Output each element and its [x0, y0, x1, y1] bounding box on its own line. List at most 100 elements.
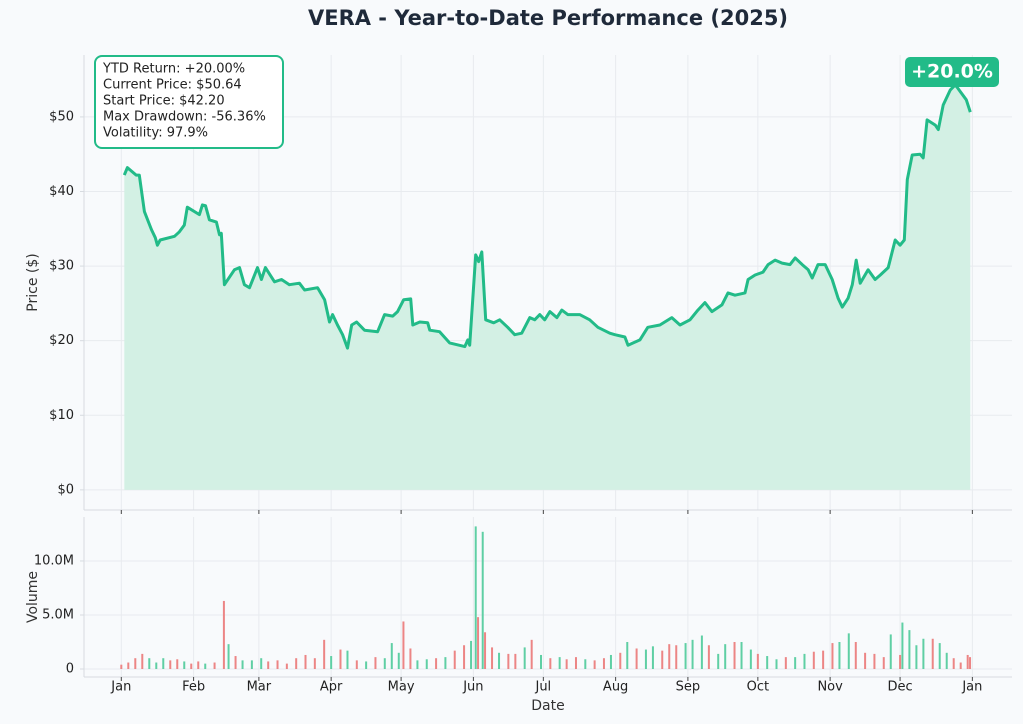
- volume-bar: [847, 633, 850, 670]
- volume-bar: [938, 643, 941, 670]
- volume-bar: [619, 652, 622, 670]
- volume-bar: [260, 658, 263, 670]
- y-tick-label: 5.0M: [42, 607, 74, 622]
- volume-bar: [549, 658, 552, 670]
- volume-bar: [931, 638, 934, 670]
- x-tick-label: Sep: [676, 680, 701, 695]
- volume-bar: [700, 635, 703, 670]
- volume-bar: [481, 531, 484, 670]
- volume-bar: [740, 641, 743, 670]
- volume-bar: [162, 658, 165, 670]
- x-tick-label: Dec: [888, 680, 913, 695]
- volume-bar: [120, 664, 123, 670]
- volume-bar: [831, 643, 834, 670]
- volume-bar: [204, 663, 207, 670]
- x-tick-label: Jul: [534, 680, 551, 695]
- volume-bar: [491, 647, 494, 670]
- badge: +20.0%: [911, 61, 993, 83]
- volume-bar: [470, 640, 473, 670]
- volume-bar: [477, 617, 480, 670]
- x-tick-label: Apr: [320, 680, 343, 695]
- volume-bar: [756, 653, 759, 670]
- x-tick-label: Jan: [961, 680, 982, 695]
- volume-bar: [453, 650, 456, 670]
- volume-bar: [285, 663, 288, 670]
- y-tick-label: $0: [57, 482, 74, 497]
- badge-bg: [905, 57, 999, 87]
- stats-line: Current Price: $50.64: [103, 78, 242, 93]
- y-tick-label: 10.0M: [34, 553, 74, 568]
- x-tick-label: May: [388, 680, 415, 695]
- stats-line: YTD Return: +20.00%: [102, 62, 245, 77]
- volume-bar: [675, 645, 678, 670]
- x-tick-label: Aug: [603, 680, 628, 695]
- stats-line: Volatility: 97.9%: [103, 126, 208, 141]
- volume-bar: [155, 662, 158, 670]
- volume-bar: [127, 662, 130, 670]
- volume-bar: [313, 658, 316, 670]
- volume-bar: [241, 660, 244, 670]
- y-tick-label: $40: [49, 184, 74, 199]
- x-tick-label: Nov: [817, 680, 843, 695]
- volume-bar: [416, 660, 419, 670]
- volume-bar: [784, 657, 787, 670]
- volume-bar: [822, 650, 825, 670]
- volume-bar: [915, 645, 918, 670]
- volume-bar: [390, 643, 393, 670]
- volume-bar: [346, 650, 349, 670]
- volume-bar: [794, 657, 797, 670]
- volume-bar: [474, 526, 477, 670]
- x-tick-label: Feb: [182, 680, 205, 695]
- volume-bar: [330, 656, 333, 670]
- volume-bar: [959, 662, 962, 670]
- volume-bar: [707, 645, 710, 670]
- stats-line: Max Drawdown: -56.36%: [103, 110, 266, 125]
- x-tick-label: Jun: [462, 680, 483, 695]
- y-tick-label: 0: [66, 662, 74, 677]
- volume-bar: [717, 653, 720, 670]
- volume-bar: [169, 660, 172, 670]
- volume-bar: [574, 657, 577, 670]
- volume-bar: [952, 658, 955, 670]
- volume-bar: [775, 659, 778, 670]
- volume-bar: [691, 639, 694, 670]
- volume-bar: [661, 650, 664, 670]
- volume-bar: [190, 663, 193, 670]
- y-tick-label: $10: [49, 408, 74, 423]
- volume-bar: [565, 659, 568, 670]
- volume-bar: [484, 632, 487, 670]
- volume-bar: [854, 641, 857, 670]
- volume-bar: [355, 660, 358, 670]
- volume-bar: [602, 658, 605, 670]
- volume-bar: [213, 662, 216, 670]
- volume-bar: [766, 656, 769, 670]
- volume-bar: [365, 661, 368, 670]
- volume-bar: [339, 649, 342, 670]
- volume-bar: [922, 638, 925, 670]
- y-tick-label: $20: [49, 333, 74, 348]
- volume-bar: [873, 653, 876, 670]
- volume-bar: [397, 652, 400, 670]
- y-axis-label: Volume: [25, 571, 41, 623]
- volume-bar: [250, 660, 253, 670]
- volume-bar: [176, 659, 179, 670]
- volume-bar: [540, 654, 543, 670]
- x-tick-label: Mar: [247, 680, 272, 695]
- volume-bar: [635, 648, 638, 670]
- volume-bar: [668, 644, 671, 670]
- volume-bar: [234, 656, 237, 670]
- volume-bar: [463, 645, 466, 670]
- volume-bar: [864, 652, 867, 670]
- volume-bar: [901, 622, 904, 670]
- volume-bar: [558, 657, 561, 670]
- volume-bar: [584, 659, 587, 670]
- volume-bar: [134, 658, 137, 670]
- volume-bar: [908, 630, 911, 670]
- y-axis-label: Price ($): [25, 253, 41, 311]
- volume-bar: [183, 661, 186, 670]
- stats-line: Start Price: $42.20: [103, 94, 225, 109]
- volume-bar: [749, 649, 752, 670]
- volume-bar: [304, 654, 307, 670]
- volume-bar: [530, 639, 533, 670]
